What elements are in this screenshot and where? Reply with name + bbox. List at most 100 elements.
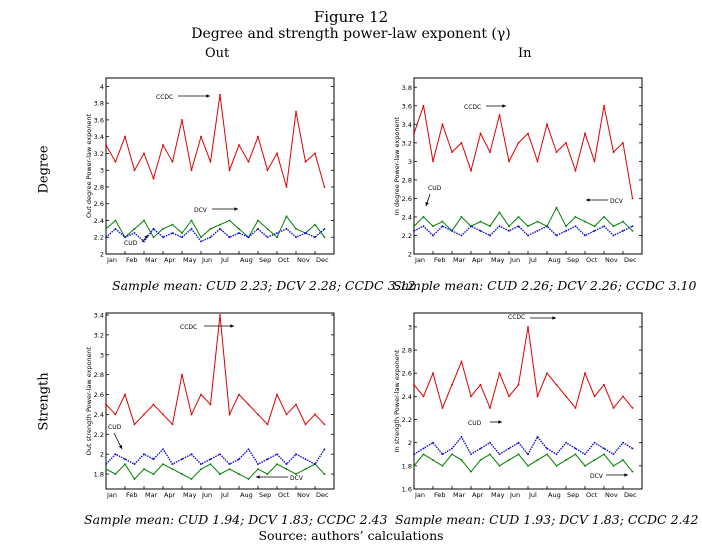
data-point-ccdc	[460, 141, 463, 144]
data-point-ccdc	[631, 197, 634, 200]
annotation-arrowhead	[234, 207, 238, 211]
x-tick-label: Sep	[259, 256, 271, 264]
data-point-cud	[517, 441, 520, 444]
data-point-cud	[190, 227, 193, 230]
data-point-ccdc	[143, 152, 145, 155]
data-point-ccdc	[479, 132, 482, 135]
data-point-cud	[527, 234, 529, 237]
data-point-cud	[238, 232, 240, 234]
y-tick-label: 1.8	[94, 471, 104, 479]
data-point-dcv	[574, 453, 577, 456]
y-tick-label: 3.4	[94, 311, 104, 319]
y-tick-label: 3.2	[94, 150, 104, 158]
data-point-ccdc	[603, 383, 605, 386]
data-point-cud	[413, 229, 415, 232]
data-point-cud	[527, 453, 529, 456]
data-point-cud	[314, 236, 316, 239]
series-line-cud	[105, 448, 326, 466]
data-point-cud	[555, 453, 558, 456]
data-point-dcv	[133, 227, 136, 230]
annotation-ccdc: CCDC	[156, 94, 173, 101]
y-axis-label: Out degree Power-law exponent	[85, 114, 93, 219]
data-point-cud	[574, 447, 577, 450]
data-point-dcv	[565, 225, 567, 228]
data-point-cud	[451, 447, 453, 450]
x-tick-label: Feb	[126, 491, 138, 499]
data-point-cud	[441, 225, 444, 228]
data-point-cud	[105, 463, 107, 466]
data-point-cud	[565, 229, 567, 232]
data-point-dcv	[285, 215, 288, 218]
data-point-cud	[181, 236, 183, 239]
data-point-ccdc	[593, 160, 596, 163]
data-point-ccdc	[603, 104, 605, 107]
data-point-ccdc	[413, 132, 415, 135]
y-tick-label: 2.4	[94, 217, 104, 225]
data-point-ccdc	[631, 407, 634, 409]
y-tick-label: 2.4	[402, 393, 412, 401]
sample-mean-in-degree: Sample mean: CUD 2.26; DCV 2.26; CCDC 3.…	[393, 278, 697, 293]
x-tick-label: Nov	[297, 491, 310, 499]
data-point-ccdc	[276, 393, 278, 396]
row-label-strength: Strength	[36, 372, 52, 431]
data-point-ccdc	[200, 393, 202, 396]
data-point-cud	[219, 453, 221, 456]
data-point-ccdc	[517, 141, 520, 144]
x-tick-label: Feb	[434, 491, 446, 499]
data-point-ccdc	[266, 169, 269, 172]
x-tick-label: Jun	[201, 256, 212, 264]
data-point-cud	[276, 232, 278, 234]
y-tick-label: 2	[100, 251, 104, 259]
data-point-dcv	[238, 473, 240, 475]
data-point-cud	[266, 458, 269, 461]
annotation-arrowhead	[256, 475, 260, 479]
series-line-cud	[413, 225, 633, 237]
data-point-dcv	[460, 216, 463, 218]
data-point-ccdc	[451, 151, 453, 154]
figure-subtitle: Degree and strength power-law exponent (…	[191, 26, 511, 42]
data-point-ccdc	[612, 407, 615, 409]
data-point-cud	[133, 232, 136, 234]
data-point-cud	[517, 225, 520, 228]
y-tick-label: 3	[100, 167, 104, 175]
annotation-cud: CUD	[428, 185, 442, 192]
annotation-ccdc: CCDC	[508, 314, 525, 321]
y-tick-label: 2.8	[94, 183, 104, 191]
x-tick-label: Jun	[509, 491, 520, 499]
data-point-ccdc	[247, 403, 250, 406]
figure-title: Figure 12	[313, 8, 389, 26]
annotation-dcv: DCV	[194, 207, 208, 214]
data-point-dcv	[584, 220, 586, 223]
data-point-cud	[200, 463, 202, 466]
data-point-cud	[143, 453, 145, 456]
data-point-cud	[304, 232, 307, 234]
data-point-cud	[622, 229, 624, 232]
data-point-ccdc	[124, 393, 126, 396]
data-point-ccdc	[257, 135, 259, 138]
y-tick-label: 2.4	[94, 411, 104, 419]
data-point-cud	[314, 463, 316, 466]
data-point-ccdc	[257, 413, 259, 416]
data-point-dcv	[190, 478, 193, 480]
data-point-cud	[413, 453, 415, 456]
data-point-ccdc	[114, 160, 117, 163]
data-point-cud	[285, 463, 288, 466]
x-tick-label: Aug	[240, 491, 253, 499]
data-point-dcv	[565, 459, 567, 461]
data-point-ccdc	[314, 152, 316, 155]
sample-mean-out-strength: Sample mean: CUD 1.94; DCV 1.83; CCDC 2.…	[84, 512, 388, 527]
data-point-dcv	[508, 225, 510, 228]
x-tick-label: Jul	[528, 256, 537, 264]
x-tick-label: Jan	[106, 256, 117, 264]
y-tick-label: 3.6	[94, 116, 104, 124]
data-point-dcv	[152, 473, 155, 475]
data-point-ccdc	[460, 360, 463, 363]
annotation-cud: CUD	[108, 424, 122, 431]
data-point-cud	[479, 447, 482, 450]
x-tick-label: Dec	[624, 491, 637, 499]
y-tick-label: 2.6	[402, 370, 412, 378]
data-point-dcv	[432, 459, 434, 461]
data-point-cud	[441, 453, 444, 456]
data-point-ccdc	[422, 395, 425, 398]
annotation-arrowhead	[552, 316, 556, 320]
